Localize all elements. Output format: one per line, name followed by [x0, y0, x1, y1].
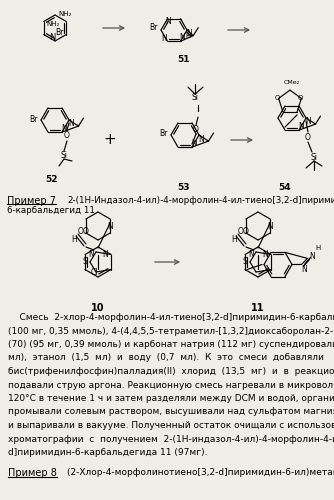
Text: O: O [275, 96, 280, 102]
Text: N: N [49, 34, 55, 42]
Text: N: N [107, 222, 113, 231]
Text: подавали струю аргона. Реакционную смесь нагревали в микроволновой печи при: подавали струю аргона. Реакционную смесь… [8, 380, 334, 390]
Text: 2-(1Н-Индазол-4-ил)-4-морфолин-4-ил-тиено[3,2-d]пиримидин-: 2-(1Н-Индазол-4-ил)-4-морфолин-4-ил-тиен… [67, 196, 334, 205]
Text: N: N [102, 250, 108, 259]
Text: N: N [248, 250, 254, 259]
Text: O: O [64, 130, 70, 140]
Text: CMe₂: CMe₂ [284, 80, 300, 84]
Text: хроматографии  с  получением  2-(1Н-индазол-4-ил)-4-морфолин-4-ил-тиено[3,2-: хроматографии с получением 2-(1Н-индазол… [8, 434, 334, 444]
Text: H: H [315, 246, 320, 252]
Text: O: O [298, 96, 303, 102]
Text: мл),  этанол  (1,5  мл)  и  воду  (0,7  мл).  К  это  смеси  добавляли: мл), этанол (1,5 мл) и воду (0,7 мл). К … [8, 354, 324, 362]
Text: H: H [186, 34, 191, 40]
Text: O: O [193, 124, 199, 134]
Text: 10: 10 [91, 303, 105, 313]
Text: 6-карбальдегид 11: 6-карбальдегид 11 [7, 206, 95, 215]
Text: N: N [298, 122, 304, 130]
Text: N: N [262, 250, 268, 259]
Text: Пример 8: Пример 8 [8, 468, 57, 478]
Text: Br: Br [160, 130, 168, 138]
Text: O: O [243, 228, 249, 236]
Text: N: N [302, 265, 307, 274]
Text: (70) (95 мг, 0,39 ммоль) и карбонат натрия (112 мг) суспендировали в толуоле (2,: (70) (95 мг, 0,39 ммоль) и карбонат натр… [8, 340, 334, 349]
Text: Si: Si [191, 92, 198, 102]
Text: N: N [305, 118, 311, 126]
Text: NH₂: NH₂ [47, 20, 60, 26]
Text: N: N [88, 250, 94, 259]
Text: 53: 53 [177, 183, 189, 192]
Text: N: N [68, 120, 74, 128]
Text: Si: Si [60, 152, 67, 160]
Text: N: N [166, 17, 171, 26]
Text: N: N [61, 124, 67, 132]
Text: N: N [180, 33, 185, 42]
Text: 52: 52 [46, 175, 58, 184]
Text: H: H [71, 236, 77, 244]
Text: промывали солевым раствором, высушивали над сульфатом магния, фильтровали: промывали солевым раствором, высушивали … [8, 408, 334, 416]
Text: и выпаривали в вакууме. Полученный остаток очищали с использованием флэш-: и выпаривали в вакууме. Полученный остат… [8, 421, 334, 430]
Text: O: O [238, 228, 244, 236]
Text: 11: 11 [251, 303, 265, 313]
Text: 120°C в течение 1 ч и затем разделяли между DCM и водой, органический слой: 120°C в течение 1 ч и затем разделяли ме… [8, 394, 334, 403]
Text: (2-Хлор-4-морфолинотиено[3,2-d]пиримидин-6-ил)метанол 29: (2-Хлор-4-морфолинотиено[3,2-d]пиримидин… [67, 468, 334, 477]
Text: Br: Br [30, 114, 38, 124]
Text: Пример 7: Пример 7 [7, 196, 56, 206]
Text: 51: 51 [177, 55, 189, 64]
Text: N: N [162, 34, 167, 43]
Text: S: S [242, 258, 247, 266]
Text: 54: 54 [279, 183, 291, 192]
Text: H: H [231, 236, 237, 244]
Text: N: N [191, 138, 197, 147]
Text: Смесь  2-хлор-4-морфолин-4-ил-тиено[3,2-d]пиримидин-6-карбальдегида  10: Смесь 2-хлор-4-морфолин-4-ил-тиено[3,2-d… [8, 313, 334, 322]
Text: Br: Br [150, 24, 158, 32]
Text: бис(трифенилфосфин)палладия(II)  хлорид  (13,5  мг)  и  в  реакционный  сосуд: бис(трифенилфосфин)палладия(II) хлорид (… [8, 367, 334, 376]
Text: N: N [186, 30, 192, 38]
Text: O: O [83, 228, 89, 236]
Text: O: O [305, 134, 311, 142]
Text: O: O [78, 228, 84, 236]
Text: N: N [310, 252, 315, 261]
Text: Cl: Cl [91, 268, 99, 277]
Text: Si: Si [311, 154, 318, 162]
Text: N: N [198, 134, 204, 143]
Text: NH₂: NH₂ [58, 11, 71, 17]
Text: +: + [104, 132, 116, 148]
Text: d]пиримидин-6-карбальдегида 11 (97мг).: d]пиримидин-6-карбальдегида 11 (97мг). [8, 448, 207, 457]
Text: N: N [267, 222, 273, 231]
Text: (100 мг, 0,35 ммоль), 4-(4,4,5,5-тетраметил-[1,3,2]диоксаборолан-2-ил)-1Н-индазо: (100 мг, 0,35 ммоль), 4-(4,4,5,5-тетраме… [8, 326, 334, 336]
Text: S: S [82, 258, 88, 266]
Text: Br: Br [55, 28, 63, 37]
